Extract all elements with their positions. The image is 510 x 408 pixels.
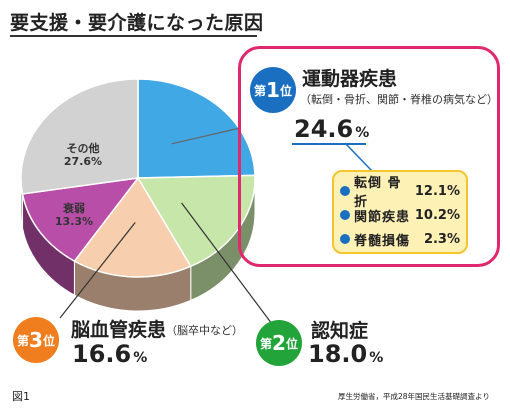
rank1-percent-value: 24.6	[294, 115, 354, 143]
rank3-sub: （脳卒中など）	[166, 324, 243, 337]
rank2-percent-unit: %	[369, 350, 384, 366]
rank2-percent: 18.0%	[308, 340, 383, 368]
breakdown-name: 転倒 骨折	[354, 176, 402, 210]
rank1-percent-unit: %	[355, 125, 370, 141]
rank3-percent-value: 16.6	[72, 340, 132, 368]
rank1-badge-pre: 第	[254, 83, 267, 98]
rank2-badge-num: 2	[272, 331, 286, 355]
pie-tops	[20, 78, 256, 278]
rank2-percent-value: 18.0	[308, 340, 368, 368]
figure-label: 図1	[12, 390, 30, 403]
leader-line	[171, 127, 241, 145]
bullet-icon	[340, 210, 350, 220]
bullet-icon	[340, 234, 350, 244]
rank1-sub: （転倒・骨折、関節・脊椎の病気など）	[300, 93, 498, 106]
pie-slice-その他	[20, 78, 139, 195]
rank2-name: 認知症	[311, 320, 369, 342]
bullet-icon	[340, 186, 350, 196]
pie-slice-衰弱	[21, 177, 140, 263]
breakdown-box: 転倒 骨折 12.1% 関節疾患 10.2% 脊髄損傷 2.3%	[332, 170, 468, 254]
leader-line	[181, 202, 273, 325]
pie-sides	[20, 177, 256, 312]
breakdown-value: 10.2%	[414, 207, 460, 223]
leader-line	[59, 222, 136, 319]
rank1-badge-post: 位	[279, 83, 292, 98]
rank1-badge-num: 1	[266, 78, 280, 102]
rank3-badge-post: 位	[42, 333, 55, 348]
rank2-badge-pre: 第	[260, 336, 273, 351]
breakdown-row: 関節疾患 10.2%	[340, 203, 460, 227]
rank3-badge-pre: 第	[17, 333, 30, 348]
pie-leaders	[59, 127, 373, 325]
rank3-percent-unit: %	[133, 350, 148, 366]
breakdown-value: 2.3%	[423, 231, 460, 247]
page-title: 要支援・要介護になった原因	[10, 12, 264, 34]
breakdown-value: 12.1%	[414, 183, 460, 199]
rank2-badge-post: 位	[285, 336, 298, 351]
rank1-name: 運動器疾患	[302, 68, 398, 90]
rank1-highlight-box	[238, 46, 500, 267]
rank3-badge-num: 3	[29, 328, 43, 352]
breakdown-name: 脊髄損傷	[354, 233, 411, 249]
slice-label-weakness-value: 13.3%	[55, 215, 93, 228]
breakdown-row: 転倒 骨折 12.1%	[340, 176, 460, 210]
rank1-leader	[344, 142, 373, 172]
breakdown-row: 脊髄損傷 2.3%	[340, 227, 460, 251]
pie-slice-脳血管疾患	[73, 176, 192, 278]
rank3-percent: 16.6%	[72, 340, 147, 368]
slice-label-other-value: 27.6%	[64, 155, 102, 168]
breakdown-name: 関節疾患	[354, 209, 411, 225]
rank3-name: 脳血管疾患	[71, 319, 167, 341]
pie-slice-運動器疾患	[137, 78, 256, 179]
slice-label-other-name: その他	[67, 141, 100, 155]
rank1-underline	[292, 143, 366, 145]
source-note: 厚生労働省，平成28年国民生活基礎調査より	[338, 392, 490, 401]
rank1-percent: 24.6%	[294, 115, 369, 143]
title-underline	[10, 35, 257, 37]
slice-label-weakness-name: 衰弱	[62, 201, 85, 215]
